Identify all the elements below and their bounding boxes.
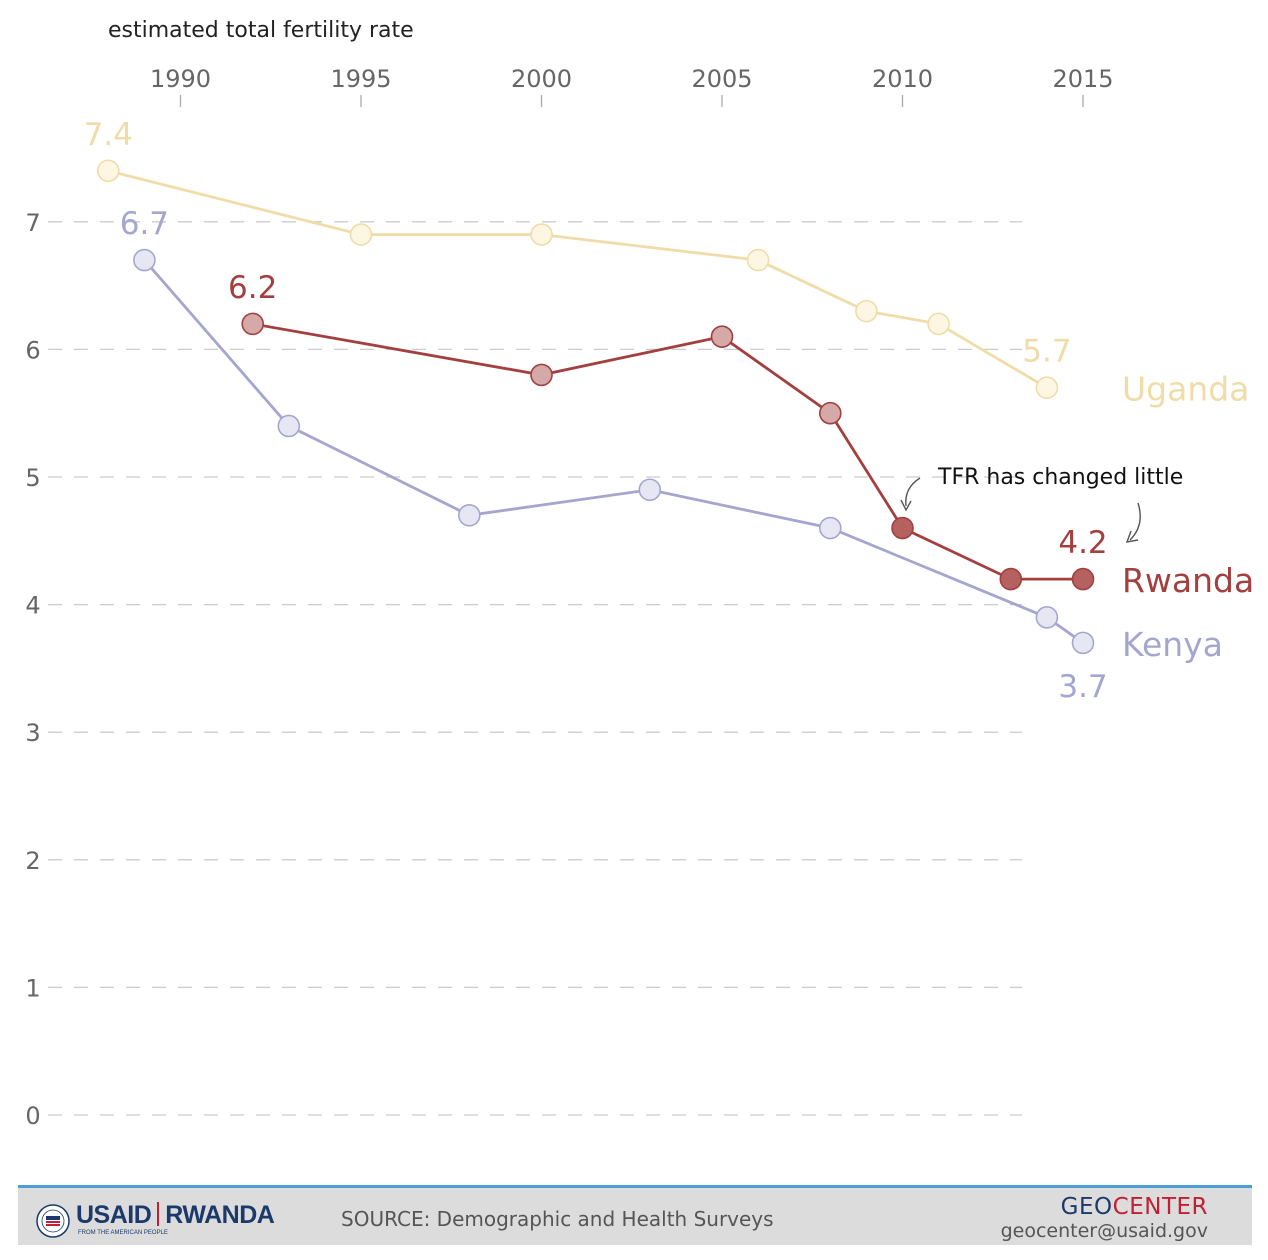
series-name-kenya: Kenya (1122, 625, 1223, 664)
y-axis-label: estimated total fertility rate (108, 18, 414, 43)
y-tick-label-3: 3 (25, 719, 40, 747)
kenya-end-label: 3.7 (1058, 669, 1107, 705)
point-rwanda-2000 (530, 363, 553, 387)
point-uganda-2014 (1035, 376, 1059, 399)
point-kenya-1993 (277, 414, 301, 438)
geo-text: GEO (1060, 1194, 1113, 1220)
series-line-rwanda (252, 322, 1083, 581)
uganda-start-label: 7.4 (84, 117, 133, 153)
logo-separator (157, 1202, 160, 1226)
rwanda-start-label: 6.2 (228, 270, 277, 306)
series-kenya (133, 248, 1095, 655)
annotation-arrow-left (905, 477, 921, 507)
point-rwanda-2005 (710, 325, 734, 348)
source-note: SOURCE: Demographic and Health Surveys (341, 1207, 774, 1231)
y-tick-label-1: 1 (25, 974, 40, 1002)
logo-usaid: USAID (76, 1201, 152, 1229)
point-uganda-1988 (97, 159, 120, 183)
annotation: TFR has changed little (900, 465, 1183, 543)
point-uganda-2006 (746, 248, 770, 272)
point-kenya-1998 (457, 503, 481, 527)
series-lines (97, 159, 1095, 655)
point-rwanda-2008 (818, 401, 842, 425)
y-tick-label-7: 7 (25, 209, 40, 237)
x-tick-label-1995: 1995 (330, 65, 391, 93)
x-axis: 1990 1995 2000 2005 2010 2015 (150, 65, 1114, 107)
point-rwanda-1992 (241, 312, 264, 336)
y-tick-label-0: 0 (25, 1102, 40, 1130)
point-rwanda-2013 (999, 567, 1023, 591)
point-kenya-2014 (1035, 606, 1059, 629)
y-tick-label-5: 5 (25, 464, 40, 492)
x-tick-label-1990: 1990 (150, 65, 211, 93)
annotation-arrow-right (1129, 502, 1141, 541)
point-kenya-2003 (638, 478, 662, 502)
center-text: CENTER (1112, 1194, 1208, 1220)
logo-rwanda: RWANDA (165, 1201, 275, 1229)
point-uganda-2000 (530, 223, 553, 246)
x-tick-label-2000: 2000 (511, 65, 572, 93)
geocenter-logo: GEOCENTER (1001, 1194, 1208, 1220)
geocenter-email: geocenter@usaid.gov (1000, 1220, 1208, 1242)
point-kenya-1989 (133, 248, 156, 272)
gridlines (48, 221, 1022, 1116)
usaid-logo: USAID RWANDA (76, 1201, 275, 1230)
annotation-arrowhead-right (1125, 530, 1139, 543)
point-kenya-2008 (818, 516, 842, 540)
point-kenya-2015 (1071, 631, 1095, 655)
point-uganda-2011 (927, 312, 950, 336)
usaid-seal-icon (36, 1204, 70, 1238)
rwanda-end-label: 4.2 (1058, 525, 1107, 561)
point-uganda-1995 (349, 223, 373, 246)
series-name-rwanda: Rwanda (1122, 561, 1254, 600)
annotation-text: TFR has changed little (937, 465, 1183, 490)
y-tick-label-2: 2 (25, 847, 40, 875)
geocenter-block: GEOCENTER geocenter@usaid.gov (1001, 1194, 1208, 1242)
fertility-line-chart: estimated total fertility rate 1990 1995 2… (25, 18, 1255, 1130)
point-uganda-2009 (855, 299, 878, 323)
point-rwanda-2015 (1071, 567, 1095, 591)
annotation-arrowhead-left (900, 499, 912, 512)
point-rwanda-2010 (891, 516, 914, 540)
series-uganda (97, 159, 1059, 399)
uganda-end-label: 5.7 (1022, 334, 1071, 370)
y-tick-label-4: 4 (25, 592, 40, 620)
logo-tagline: FROM THE AMERICAN PEOPLE (78, 1230, 168, 1236)
series-rwanda (241, 312, 1095, 591)
x-tick-label-2015: 2015 (1052, 65, 1113, 93)
x-tick-label-2005: 2005 (691, 65, 752, 93)
series-name-uganda: Uganda (1122, 370, 1249, 409)
y-axis: 0 1 2 3 4 5 6 7 (25, 209, 40, 1130)
data-labels: 7.4 5.7 Uganda 6.2 4.2 Rwanda 6.7 3.7 Kenya (84, 117, 1255, 705)
footer-bar: USAID RWANDA FROM THE AMERICAN PEOPLE SOU… (18, 1185, 1252, 1245)
y-tick-label-6: 6 (25, 336, 40, 364)
x-tick-label-2010: 2010 (872, 65, 933, 93)
kenya-start-label: 6.7 (120, 206, 169, 242)
